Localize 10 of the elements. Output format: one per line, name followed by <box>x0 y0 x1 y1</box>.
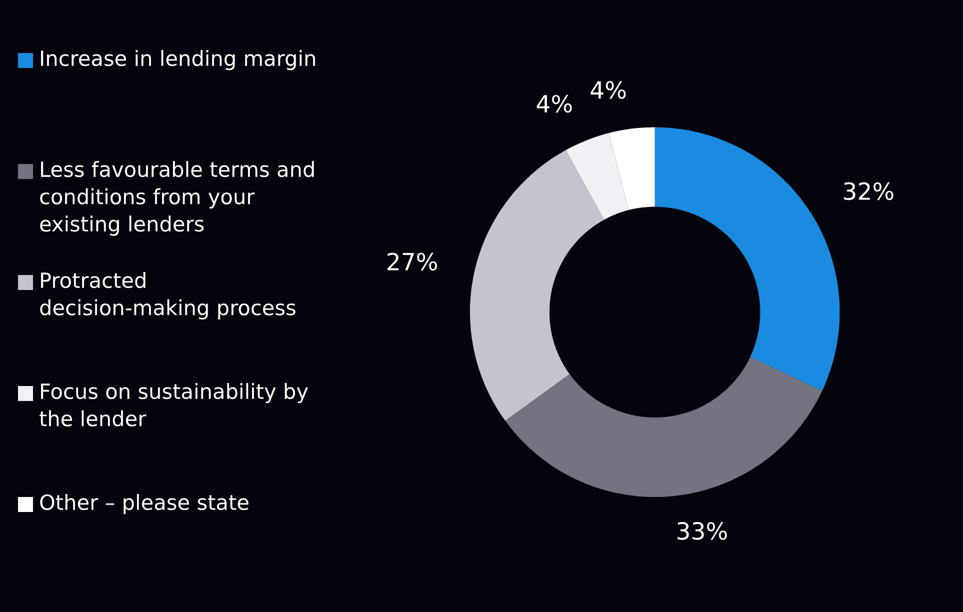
legend-label: Other – please state <box>40 494 248 514</box>
data-label: 33% <box>678 522 727 540</box>
data-label: 4% <box>536 94 572 113</box>
legend-label: Less favourable terms and conditions from your existing lenders <box>40 161 314 236</box>
legend-label: Increase in lending margin <box>41 50 315 70</box>
legend-label: Protracted decision-making process <box>40 272 296 320</box>
data-label: 27% <box>388 252 438 271</box>
data-label: 32% <box>844 182 894 200</box>
data-label: 4% <box>590 80 626 99</box>
legend-label: Focus on sustainability by the lender <box>40 383 308 426</box>
